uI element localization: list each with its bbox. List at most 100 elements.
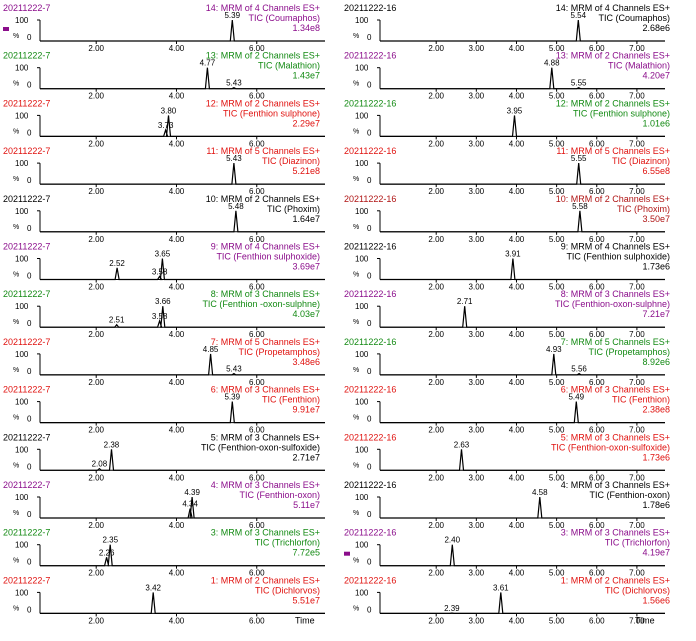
y-axis: 100 0% (13, 255, 41, 281)
y-tick-label: 0 (27, 510, 32, 519)
y-axis: 100 0% (13, 16, 41, 42)
peak-label: 5.58 (572, 202, 588, 211)
y-tick-label: 0 (367, 558, 372, 567)
chromatogram-panel: 20211222-16 14: MRM of 4 Channels ES+TIC … (344, 3, 670, 53)
y-tick-label: 0 (27, 558, 32, 567)
intensity-label: 5.51e7 (292, 595, 320, 605)
chromatogram-panel: 20211222-7 10: MRM of 2 Channels ES+TIC (… (3, 194, 325, 244)
sample-name: 20211222-16 (344, 194, 396, 204)
chromatogram-panel: 20211222-7 9: MRM of 4 Channels ES+TIC (F… (3, 242, 325, 292)
y-tick-label: 100 (355, 111, 369, 120)
y-axis: 100 0% (353, 588, 381, 614)
x-tick-label: 3.00 (469, 521, 485, 530)
compound-label: TIC (Fenthion sulphone) (223, 108, 320, 118)
x-tick-label: 7.00 (629, 378, 645, 387)
y-axis: 100 0% (353, 159, 381, 185)
x-tick-label: 2.00 (88, 378, 104, 387)
channel-label: 1: MRM of 2 Channels ES+ (561, 575, 670, 585)
y-tick-label: 0 (27, 319, 32, 328)
x-tick-label: 4.00 (169, 330, 185, 339)
chromatogram-trace (40, 67, 325, 90)
x-tick-label: 3.00 (469, 44, 485, 53)
intensity-label: 1.64e7 (292, 214, 320, 224)
x-tick-label: 2.00 (88, 283, 104, 292)
compound-label: TIC (Phoxim) (267, 204, 320, 214)
y-axis: 100 0% (13, 445, 41, 471)
sample-name: 20211222-16 (344, 575, 396, 585)
intensity-label: 1.34e8 (292, 23, 320, 33)
peak-label: 3.61 (493, 583, 509, 592)
peak-label: 2.71 (457, 297, 473, 306)
x-tick-label: 4.00 (509, 378, 525, 387)
y-tick-label: 0 (27, 605, 32, 614)
chromatogram-panel: 20211222-16 7: MRM of 5 Channels ES+TIC (… (344, 337, 670, 387)
peak-label: 5.49 (568, 393, 584, 402)
x-tick-label: 5.00 (549, 92, 565, 101)
x-tick-label: 2.00 (428, 616, 444, 625)
channel-label: 12: MRM of 2 Channels ES+ (556, 98, 670, 108)
channel-label: 3: MRM of 3 Channels ES+ (211, 528, 320, 538)
x-tick-label: 6.00 (249, 426, 265, 435)
x-tick-label: 2.00 (428, 92, 444, 101)
channel-label: 4: MRM of 3 Channels ES+ (211, 480, 320, 490)
y-tick-label: 0 (27, 33, 32, 42)
peak-label: 5.39 (224, 11, 240, 20)
x-tick-label: 4.00 (169, 426, 185, 435)
x-tick-label: 4.00 (169, 378, 185, 387)
x-tick-label: 7.00 (629, 426, 645, 435)
peak-label: 5.43 (226, 79, 242, 88)
x-tick-label: 4.00 (169, 283, 185, 292)
chromatogram-trace (40, 353, 325, 376)
y-unit-label: % (13, 176, 19, 183)
peak-label: 5.43 (226, 365, 242, 374)
sample-name: 20211222-7 (3, 51, 50, 61)
chromatogram-trace (380, 210, 665, 233)
peak-label: 3.80 (161, 106, 177, 115)
sample-name: 20211222-16 (344, 385, 396, 395)
x-tick-label: 4.00 (169, 187, 185, 196)
channel-label: 10: MRM of 2 Channels ES+ (206, 194, 320, 204)
sample-name: 20211222-16 (344, 146, 396, 156)
y-unit-label: % (353, 33, 359, 40)
x-tick-label: 3.00 (469, 283, 485, 292)
y-axis: 100 0% (13, 398, 41, 424)
chromatogram-panel: 20211222-16 9: MRM of 4 Channels ES+TIC (… (344, 242, 670, 292)
y-unit-label: % (13, 415, 19, 422)
intensity-label: 7.72e5 (292, 548, 320, 558)
y-tick-label: 100 (355, 255, 369, 264)
marker-icon (344, 551, 350, 556)
peak-label: 4.77 (200, 59, 216, 68)
peak-label: 5.48 (228, 202, 244, 211)
sample-name: 20211222-16 (344, 242, 396, 252)
chromatogram-panel: 20211222-16 11: MRM of 5 Channels ES+TIC … (344, 146, 670, 196)
y-tick-label: 100 (355, 398, 369, 407)
y-tick-label: 100 (15, 64, 29, 73)
x-tick-label: 4.00 (509, 44, 525, 53)
y-axis: 100 0% (13, 588, 41, 614)
x-tick-label: 6.00 (249, 521, 265, 530)
peak-label: 2.39 (444, 604, 460, 613)
y-tick-label: 0 (367, 272, 372, 281)
sample-name: 20211222-7 (3, 528, 50, 538)
x-tick-label: 2.00 (88, 44, 104, 53)
peak-label: 3.91 (505, 250, 521, 259)
chromatogram-trace (40, 163, 325, 185)
x-tick-label: 2.00 (428, 569, 444, 578)
chromatogram-panel: 20211222-16 13: MRM of 2 Channels ES+TIC … (344, 51, 670, 101)
chromatogram-trace (380, 496, 665, 519)
x-tick-label: 7.00 (629, 521, 645, 530)
y-tick-label: 100 (355, 541, 369, 550)
chromatogram-trace (380, 258, 665, 281)
chromatogram-trace (380, 592, 665, 614)
chromatogram-trace (40, 115, 325, 137)
y-unit-label: % (353, 605, 359, 612)
chromatogram-trace (380, 544, 665, 567)
x-tick-label: 6.00 (249, 92, 265, 101)
sample-name: 20211222-16 (344, 480, 396, 490)
y-tick-label: 100 (355, 207, 369, 216)
sample-name: 20211222-16 (344, 289, 396, 299)
y-tick-label: 100 (15, 16, 29, 25)
chromatogram-trace (40, 210, 325, 233)
x-tick-label: 7.00 (629, 44, 645, 53)
peak-label: 4.88 (544, 59, 560, 68)
